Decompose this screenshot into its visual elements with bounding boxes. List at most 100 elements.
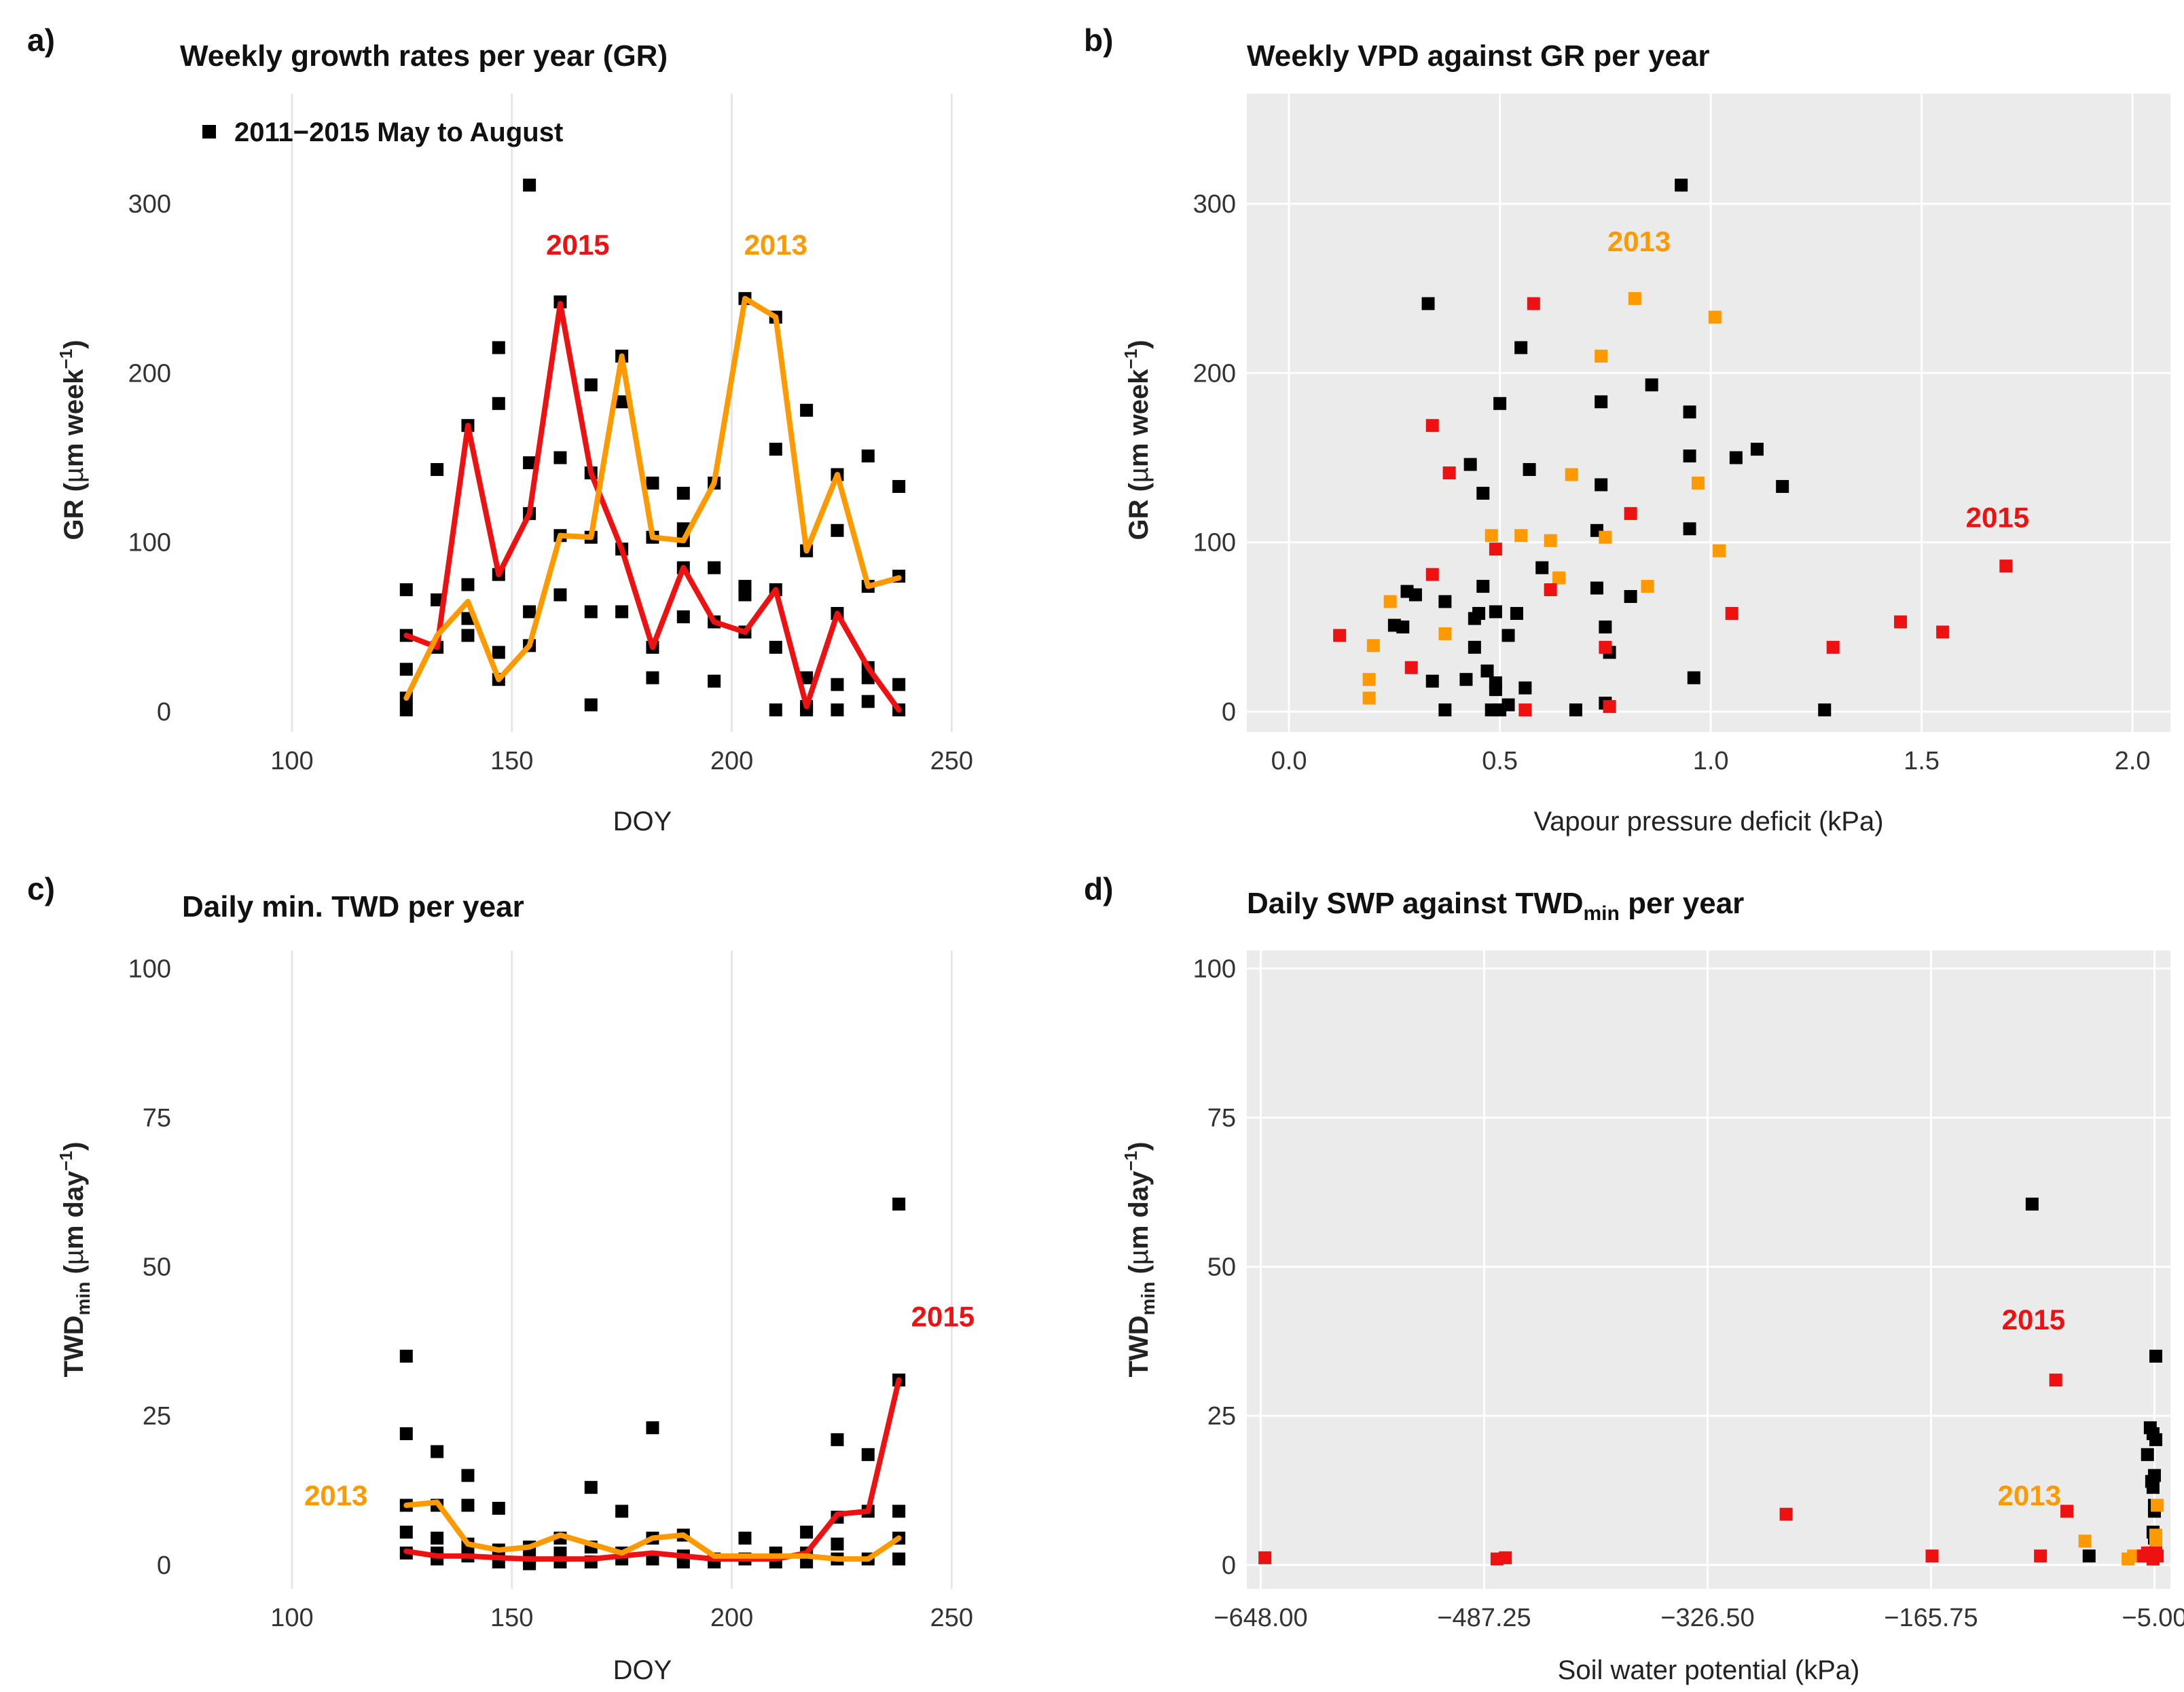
annotation-2013: 2013 [744,229,807,261]
data-point-black [1421,297,1435,310]
data-point-red [1925,1549,1939,1563]
data-point-black [2149,1433,2163,1446]
data-point-black [831,678,844,691]
data-point-red [1725,606,1739,620]
data-point-orange [2122,1552,2135,1566]
data-point-orange [1641,580,1654,593]
data-point-black [2082,1549,2096,1563]
data-point-black [769,640,782,654]
data-point-black [553,588,567,602]
data-point-black [399,703,413,717]
data-point-black [492,397,505,410]
data-point-red [1404,661,1418,674]
y-tick-label: 100 [128,529,171,557]
y-tick-label: 0 [157,698,171,727]
data-point-black [676,486,690,500]
plot-area-b: 0.0 0.5 1.0 1.5 2.0 0 100 200 300 2013 2015 [1193,94,2170,775]
data-point-orange [1514,529,1528,542]
plot-background [1247,951,2170,1589]
chart-title-b: Weekly VPD against GR per year [1247,39,1709,73]
annotation-2015: 2015 [911,1300,975,1332]
panel-b: b) Weekly VPD against GR per year 0.0 0.5… [1084,22,2170,836]
data-point-black [1472,606,1486,620]
data-point-black [831,1537,844,1551]
data-point-black [1729,451,1743,464]
x-tick-label: 150 [490,1604,533,1632]
chart-title-d: Daily SWP against TWDmin per year [1247,887,1744,925]
data-point-black [2146,1481,2160,1494]
data-point-black [399,1526,413,1539]
data-point-black [399,1349,413,1363]
data-point-orange [1383,595,1397,608]
data-point-black [1687,671,1700,684]
panel-d: d) Daily SWP against TWDmin per year −64… [1084,871,2184,1685]
data-point-black [769,443,782,456]
annotation-2015: 2015 [2002,1304,2065,1336]
data-point-orange [1595,349,1608,363]
plot-background [182,94,1106,732]
data-point-black [1387,619,1401,632]
plot-area-a: 100 150 200 250 0 100 200 300 2015 2013 [128,94,1106,775]
data-point-orange [2151,1498,2164,1512]
data-point-black [1675,179,1688,192]
data-point-black [2141,1448,2154,1461]
data-point-red [1936,625,1950,639]
data-point-orange [1544,534,1557,547]
data-point-black [831,703,844,717]
y-tick-label: 300 [1193,190,1236,219]
data-point-orange [1708,310,1722,324]
x-tick-label: 250 [930,747,973,775]
data-point-red [1518,703,1532,717]
data-point-black [461,1498,475,1512]
data-point-black [1535,561,1549,574]
chart-title-d-tail: per year [1620,887,1744,920]
data-point-black [523,456,536,470]
data-point-red [1425,419,1439,433]
data-point-black [1518,681,1532,695]
chart-title-d-sub: min [1584,902,1620,925]
data-point-black [892,1505,906,1518]
data-point-black [431,1531,444,1545]
data-point-black [1595,395,1608,409]
data-point-red [1527,297,1540,310]
plot-background [1247,94,2170,732]
data-point-red [1779,1507,1793,1521]
data-point-black [492,341,505,354]
data-point-red [1333,629,1347,642]
data-point-black [1514,341,1528,354]
x-axis-title-a: DOY [613,807,672,836]
panel-label-c: c) [27,871,55,906]
data-point-black [892,678,906,691]
data-point-black [1468,640,1481,654]
data-point-black [708,674,721,688]
chart-title-d-main: Daily SWP against TWD [1247,887,1584,920]
annotation-2013: 2013 [304,1479,367,1511]
data-point-black [861,449,875,463]
data-point-orange [1485,529,1498,542]
data-point-orange [1438,627,1452,640]
x-tick-label: 0.0 [1271,747,1307,775]
data-point-red [2049,1374,2062,1387]
data-point-black [615,1505,629,1518]
data-point-black [2025,1197,2039,1211]
y-axis-title-c: TWDmin (µm day−1) [56,1142,94,1378]
data-point-orange [1691,476,1705,490]
x-tick-label: −5.00 [2122,1604,2184,1632]
y-tick-label: 0 [1222,1551,1236,1580]
data-point-orange [1565,468,1578,481]
data-point-black [461,578,475,591]
data-point-black [1489,605,1502,619]
y-tick-label: 300 [128,190,171,219]
x-tick-label: 200 [710,747,753,775]
legend-a: 2011−2015 May to August [202,117,563,147]
data-point-orange [1713,544,1726,557]
x-tick-label: 1.5 [1904,747,1940,775]
data-point-black [1476,580,1490,593]
y-tick-label: 200 [1193,359,1236,388]
data-point-red [1826,640,1840,654]
legend-marker [202,125,216,139]
y-axis-title-a: GR (µm week−1) [56,340,89,540]
data-point-orange [1366,639,1380,652]
data-point-black [1624,590,1637,604]
data-point-black [646,476,659,490]
